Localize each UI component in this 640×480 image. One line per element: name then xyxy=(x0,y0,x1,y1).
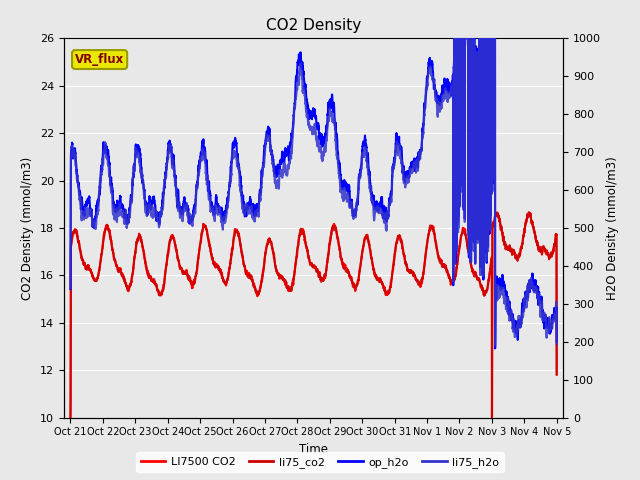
Legend: LI7500 CO2, li75_co2, op_h2o, li75_h2o: LI7500 CO2, li75_co2, op_h2o, li75_h2o xyxy=(136,452,504,472)
Text: VR_flux: VR_flux xyxy=(75,53,124,66)
Y-axis label: CO2 Density (mmol/m3): CO2 Density (mmol/m3) xyxy=(22,156,35,300)
Title: CO2 Density: CO2 Density xyxy=(266,18,361,33)
Y-axis label: H2O Density (mmol/m3): H2O Density (mmol/m3) xyxy=(607,156,620,300)
X-axis label: Time: Time xyxy=(299,443,328,456)
